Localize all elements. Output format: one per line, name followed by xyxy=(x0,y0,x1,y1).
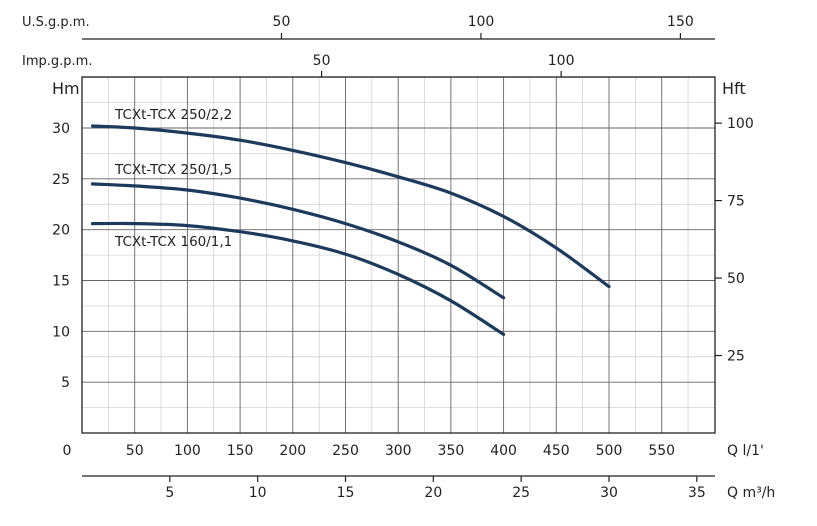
x-axis-label-m3h: Q m³/h xyxy=(727,485,775,501)
y-axis-left-label: Hm xyxy=(52,79,80,98)
x-axis-label-lpm: Q l/1' xyxy=(727,443,764,459)
plot-frame xyxy=(81,76,716,434)
series-label: TCXt-TCX 250/2,2 xyxy=(114,107,232,123)
y-tick-label-ft: 50 xyxy=(727,271,745,287)
y-axis-right-label: Hft xyxy=(722,79,746,98)
x-tick-label-lpm: 50 xyxy=(126,443,144,459)
us-gpm-tick-label: 150 xyxy=(667,14,694,30)
x-tick-label-lpm: 350 xyxy=(438,443,465,459)
grid xyxy=(82,76,715,433)
series-label: TCXt-TCX 160/1,1 xyxy=(114,234,232,250)
series-line-1 xyxy=(90,182,506,300)
x-tick-label-lpm: 100 xyxy=(174,443,201,459)
x-tick-label-lpm: 0 xyxy=(63,443,72,459)
x-tick-label-lpm: 500 xyxy=(596,443,623,459)
series-label: TCXt-TCX 250/1,5 xyxy=(114,162,232,178)
x-tick-label-lpm: 150 xyxy=(227,443,254,459)
y-tick-label-ft: 100 xyxy=(727,116,754,132)
x-tick-label-m3h: 10 xyxy=(249,485,267,501)
y-tick-label-m: 5 xyxy=(61,375,70,391)
y-tick-label-m: 20 xyxy=(52,223,70,239)
imp-gpm-label: Imp.g.p.m. xyxy=(22,54,92,69)
x-tick-label-lpm: 400 xyxy=(490,443,517,459)
y-tick-label-m: 25 xyxy=(52,172,70,188)
y-tick-label-ft: 75 xyxy=(727,194,745,210)
x-tick-label-m3h: 20 xyxy=(424,485,442,501)
y-tick-label-ft: 25 xyxy=(727,349,745,365)
imp-gpm-tick-label: 50 xyxy=(313,53,331,69)
us-gpm-tick-label: 100 xyxy=(468,14,495,30)
x-tick-label-lpm: 250 xyxy=(332,443,359,459)
y-tick-label-m: 10 xyxy=(52,324,70,340)
imp-gpm-tick-label: 100 xyxy=(548,53,575,69)
x-tick-label-m3h: 35 xyxy=(688,485,706,501)
curves xyxy=(90,124,611,336)
x-tick-label-lpm: 300 xyxy=(385,443,412,459)
x-tick-label-m3h: 30 xyxy=(600,485,618,501)
series-line-2 xyxy=(90,221,506,336)
series-line-0 xyxy=(90,124,611,289)
axes xyxy=(81,33,722,482)
x-tick-label-lpm: 200 xyxy=(279,443,306,459)
us-gpm-tick-label: 50 xyxy=(273,14,291,30)
y-tick-label-m: 30 xyxy=(52,121,70,137)
us-gpm-label: U.S.g.p.m. xyxy=(22,15,90,30)
x-tick-label-m3h: 5 xyxy=(165,485,174,501)
x-tick-label-lpm: 450 xyxy=(543,443,570,459)
x-tick-label-lpm: 550 xyxy=(648,443,675,459)
x-tick-label-m3h: 25 xyxy=(512,485,530,501)
x-tick-label-m3h: 15 xyxy=(337,485,355,501)
y-tick-label-m: 15 xyxy=(52,274,70,290)
